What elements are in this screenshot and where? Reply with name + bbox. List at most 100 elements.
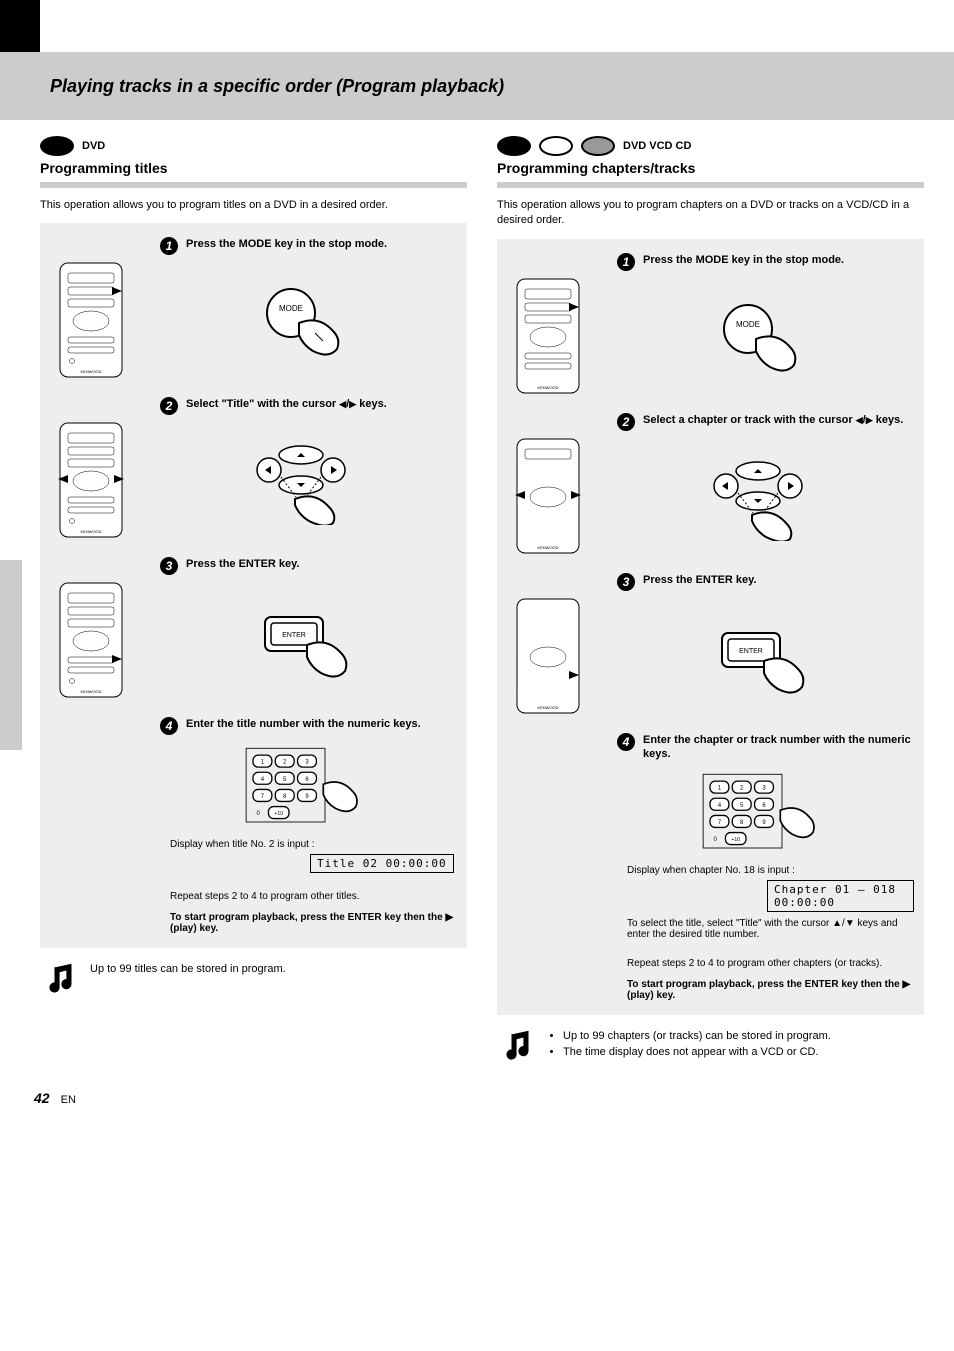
step-3-left: 3 Press the ENTER key. <box>50 557 457 699</box>
cursor-left-icon <box>339 398 346 410</box>
step-title: Select a chapter or track with the curso… <box>643 413 903 427</box>
step-2-left: 2 Select "Title" with the cursor / keys. <box>50 397 457 539</box>
numeric-keypad-illustration: 123 456 789 0+10 <box>698 767 818 857</box>
select-title-note: To select the title, select "Title" with… <box>627 918 914 940</box>
step-title: Press the MODE key in the stop mode. <box>186 237 387 251</box>
note-left: Up to 99 titles can be stored in program… <box>40 962 467 999</box>
page: Playing tracks in a specific order (Prog… <box>0 0 954 1126</box>
step-number-icon: 3 <box>617 573 635 591</box>
step-number-icon: 1 <box>160 237 178 255</box>
step-title: Enter the title number with the numeric … <box>186 717 421 731</box>
step-number-icon: 1 <box>617 253 635 271</box>
cursor-right-icon <box>866 414 873 426</box>
mode-button-press-illustration: MODE <box>241 275 361 365</box>
note-text-left: Up to 99 titles can be stored in program… <box>90 962 286 977</box>
step-number-icon: 4 <box>160 717 178 735</box>
media-label-left: DVD <box>82 140 105 152</box>
page-footer: 42 EN <box>0 1090 954 1126</box>
svg-text:0: 0 <box>256 812 260 818</box>
display-example: Title 02 00:00:00 <box>310 854 454 873</box>
section-title-left: Programming titles <box>40 160 467 176</box>
step-title: Select "Title" with the cursor / keys. <box>186 397 387 411</box>
step-number-icon: 4 <box>617 733 635 751</box>
note-right: Up to 99 chapters (or tracks) can be sto… <box>497 1029 924 1066</box>
numeric-keypad-illustration: 123 456 789 0+10 <box>241 741 361 831</box>
repeat-instruction: Repeat steps 2 to 4 to program other cha… <box>627 958 914 969</box>
header-bar: Playing tracks in a specific order (Prog… <box>0 52 954 120</box>
display-caption: Display when chapter No. 18 is input : <box>627 865 914 876</box>
step-number-icon: 3 <box>160 557 178 575</box>
steps-panel-right: 1 Press the MODE key in the stop mode. <box>497 239 924 1016</box>
svg-text:+10: +10 <box>274 812 283 818</box>
start-instruction: To start program playback, press the ENT… <box>170 912 457 934</box>
note-bullet: Up to 99 chapters (or tracks) can be sto… <box>563 1029 831 1044</box>
remote-illustration: KENWOOD <box>58 261 124 379</box>
display-caption: Display when title No. 2 is input : <box>170 839 457 850</box>
divider-left <box>40 182 467 188</box>
svg-text:KENWOOD: KENWOOD <box>80 689 101 694</box>
step-4-left: 4 Enter the title number with the numeri… <box>50 717 457 873</box>
page-number: 42 <box>34 1090 50 1106</box>
svg-text:0: 0 <box>713 838 717 844</box>
section-desc-right: This operation allows you to program cha… <box>497 198 924 229</box>
button-label: MODE <box>279 304 303 313</box>
mode-button-press-illustration: MODE <box>698 291 818 381</box>
pill-dvd <box>497 136 531 156</box>
svg-text:ENTER: ENTER <box>739 648 763 655</box>
svg-text:MODE: MODE <box>736 320 760 329</box>
button-label: ENTER <box>282 632 306 639</box>
remote-illustration: KENWOOD <box>58 581 124 699</box>
pill-vcd <box>539 136 573 156</box>
page-title: Playing tracks in a specific order (Prog… <box>50 76 504 97</box>
media-pills-left: DVD <box>40 136 467 156</box>
display-example: Chapter 01 – 018 00:00:00 <box>767 880 914 912</box>
step-1-left: 1 Press the MODE key in the stop mode. <box>50 237 457 379</box>
step-title: Press the ENTER key. <box>643 573 757 587</box>
steps-panel-left: 1 Press the MODE key in the stop mode. <box>40 223 467 948</box>
svg-text:KENWOOD: KENWOOD <box>537 385 558 390</box>
step-title: Press the ENTER key. <box>186 557 300 571</box>
step-4-right: 4 Enter the chapter or track number with… <box>507 733 914 941</box>
cursor-pad-press-illustration <box>698 451 818 541</box>
step-3-right: 3 Press the ENTER key. KENWOOD <box>507 573 914 715</box>
svg-text:KENWOOD: KENWOOD <box>537 545 558 550</box>
pill-cd <box>581 136 615 156</box>
step-title: Press the MODE key in the stop mode. <box>643 253 844 267</box>
step-1-right: 1 Press the MODE key in the stop mode. <box>507 253 914 395</box>
note-bullet: The time display does not appear with a … <box>563 1045 831 1060</box>
step-number-icon: 2 <box>160 397 178 415</box>
enter-button-press-illustration: ENTER <box>241 595 361 685</box>
left-column: DVD Programming titles This operation al… <box>40 130 467 1066</box>
black-corner-tab <box>0 0 40 52</box>
step-title-post: keys. <box>876 414 904 426</box>
step-title-pre: Select "Title" with the cursor <box>186 398 336 410</box>
svg-text:KENWOOD: KENWOOD <box>537 705 558 710</box>
music-note-icon <box>46 962 80 999</box>
step-2-right: 2 Select a chapter or track with the cur… <box>507 413 914 555</box>
remote-illustration: KENWOOD <box>515 277 581 395</box>
media-label-right: DVD VCD CD <box>623 140 691 152</box>
content-columns: DVD Programming titles This operation al… <box>0 120 954 1066</box>
cursor-left-icon <box>856 414 863 426</box>
step-title-post: keys. <box>359 398 387 410</box>
footer-label: EN <box>61 1094 76 1106</box>
remote-illustration: KENWOOD <box>515 437 581 555</box>
enter-button-press-illustration: ENTER <box>698 611 818 701</box>
right-column: DVD VCD CD Programming chapters/tracks T… <box>497 130 924 1066</box>
svg-text:KENWOOD: KENWOOD <box>80 369 101 374</box>
start-instruction: To start program playback, press the ENT… <box>627 979 914 1001</box>
remote-illustration: KENWOOD <box>515 597 581 715</box>
section-title-right: Programming chapters/tracks <box>497 160 924 176</box>
note-text-right: Up to 99 chapters (or tracks) can be sto… <box>547 1029 831 1060</box>
step-title-pre: Select a chapter or track with the curso… <box>643 414 853 426</box>
divider-right <box>497 182 924 188</box>
music-note-icon <box>503 1029 537 1066</box>
step-title: Enter the chapter or track number with t… <box>643 733 914 762</box>
pill-dvd <box>40 136 74 156</box>
remote-illustration: KENWOOD <box>58 421 124 539</box>
cursor-pad-press-illustration <box>241 435 361 525</box>
repeat-instruction: Repeat steps 2 to 4 to program other tit… <box>170 891 457 902</box>
side-tab <box>0 560 22 750</box>
svg-text:KENWOOD: KENWOOD <box>80 529 101 534</box>
step-number-icon: 2 <box>617 413 635 431</box>
